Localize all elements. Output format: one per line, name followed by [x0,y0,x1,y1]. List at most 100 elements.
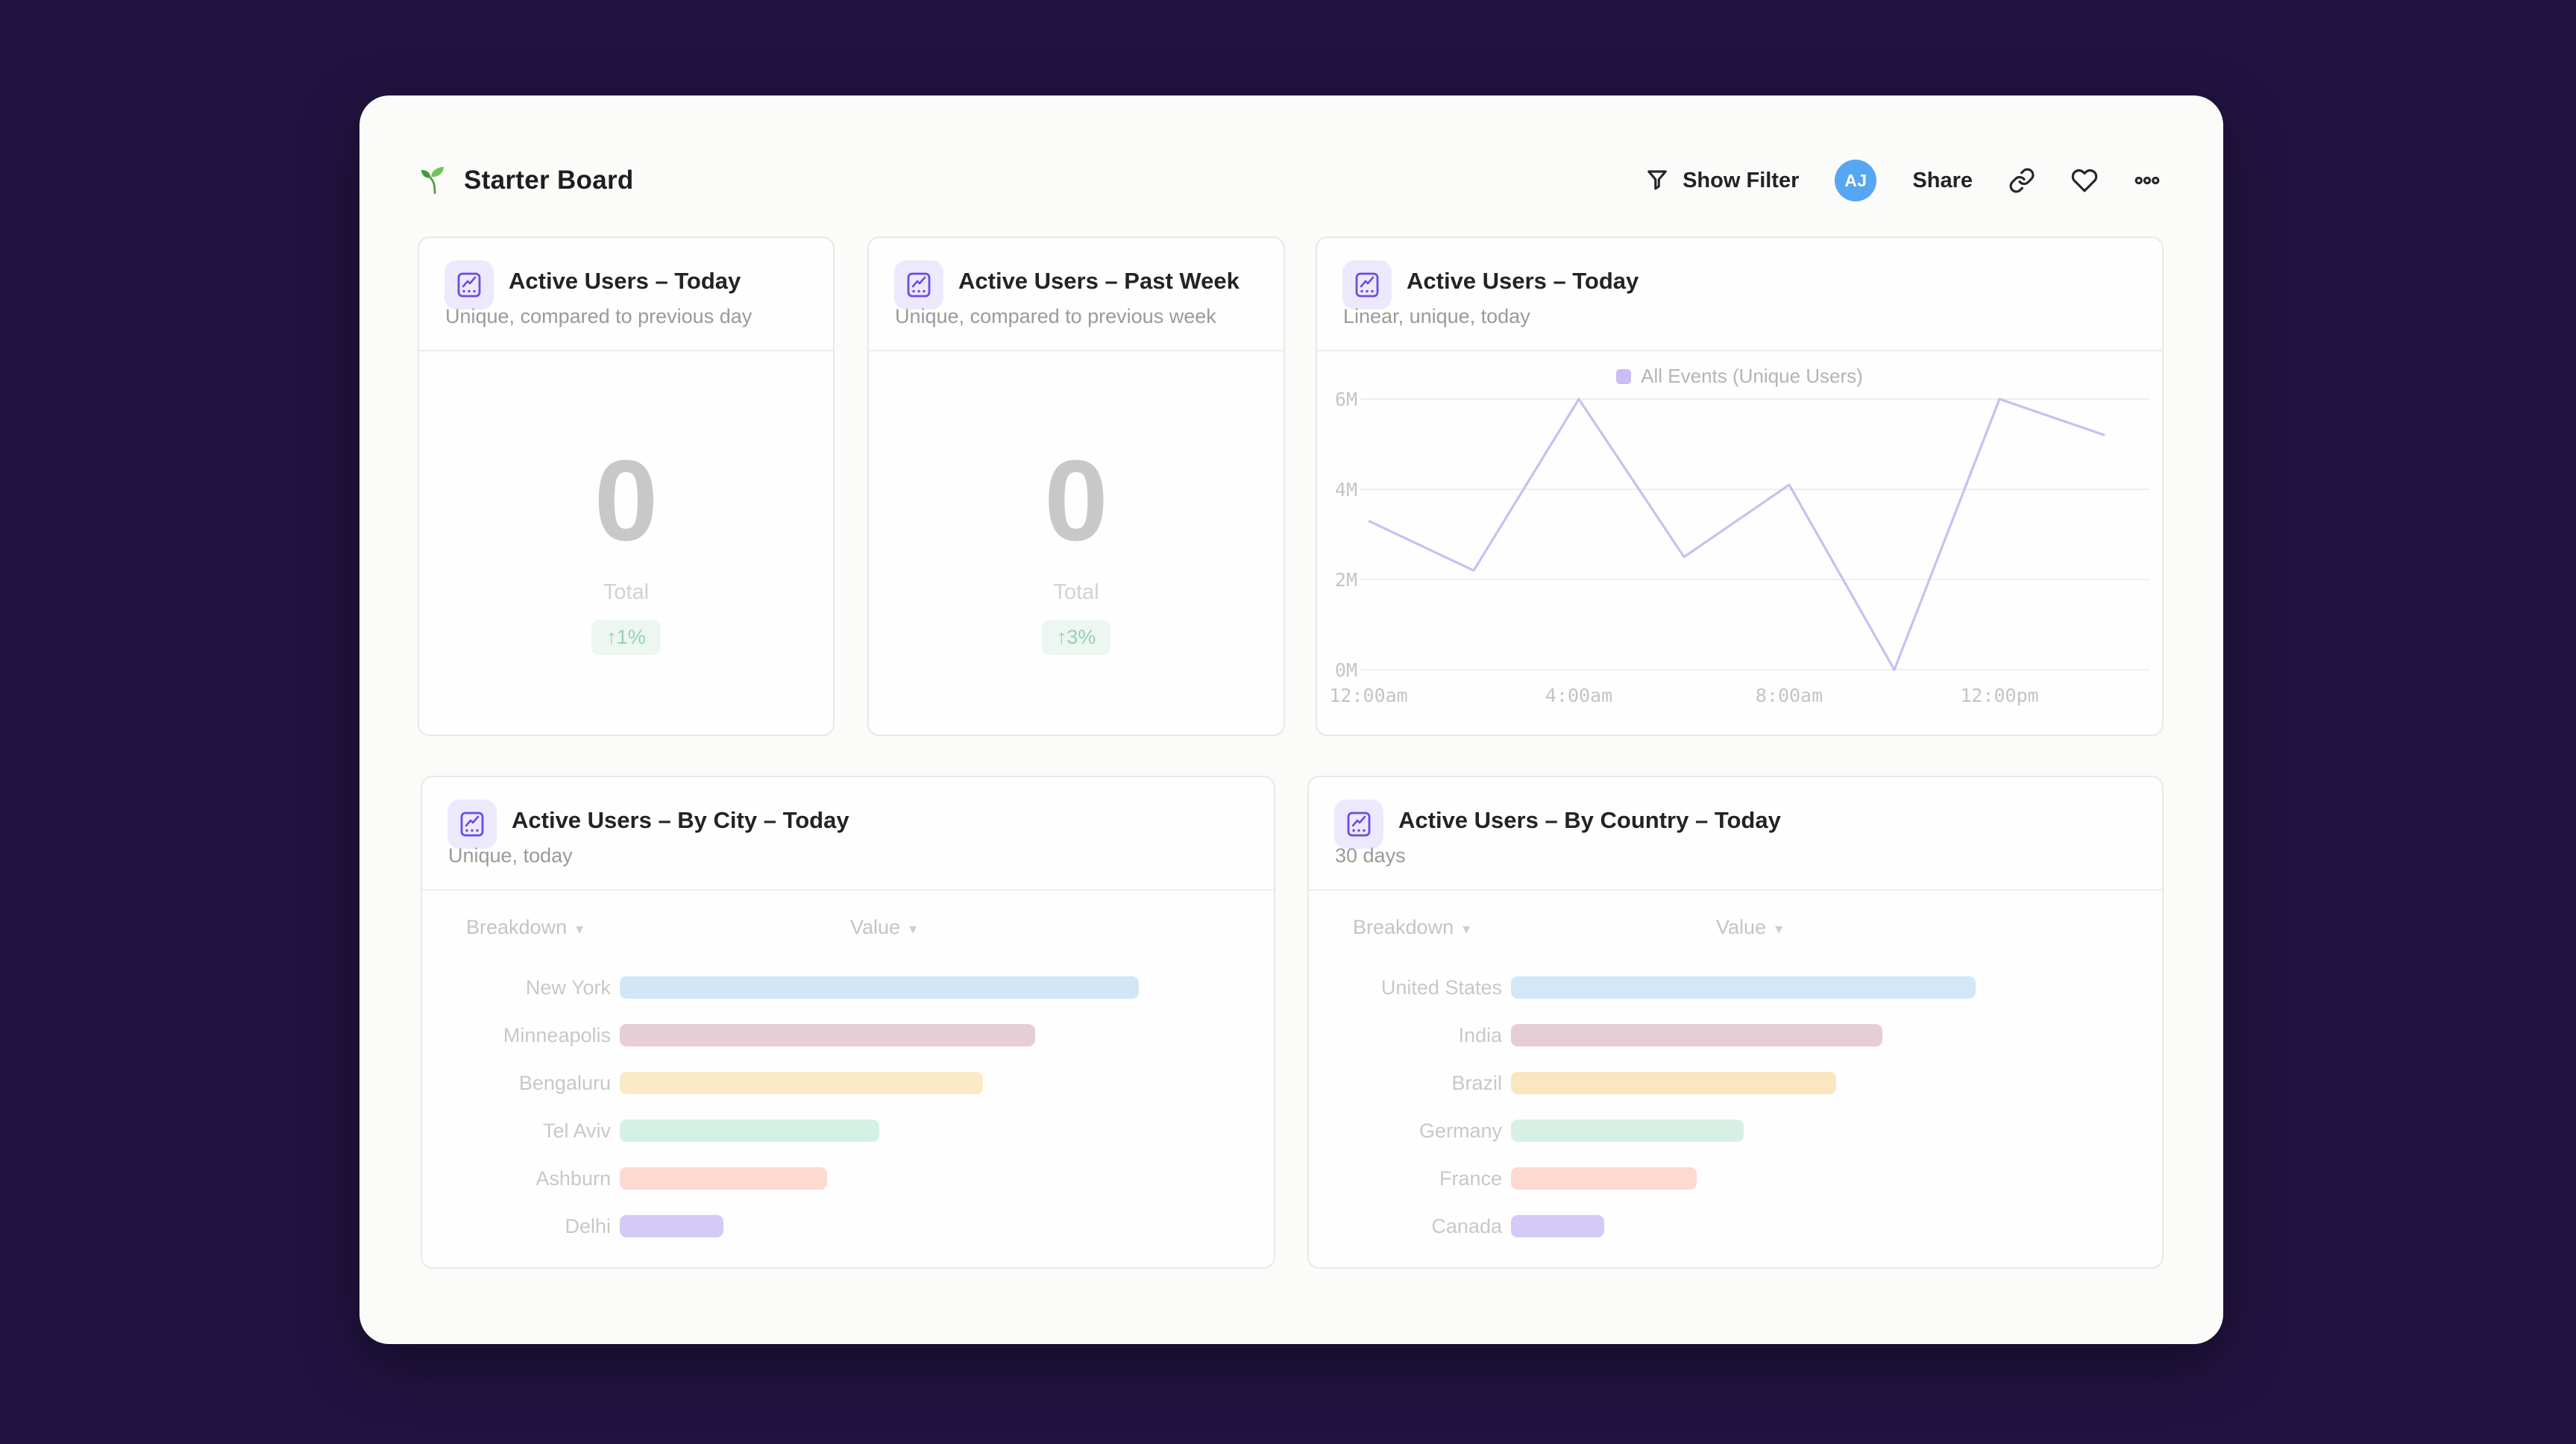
card-header: Active Users – Today Linear, unique, tod… [1317,238,2162,351]
breakdown-row[interactable]: United States [1336,964,2135,1011]
chart-card-icon [1334,800,1383,849]
card-header: Active Users – Past Week Unique, compare… [869,238,1284,351]
toolbar: Show Filter AJ Share [1644,160,2161,201]
breakdown-row[interactable]: Delhi [449,1202,1247,1250]
x-axis-tick: 4:00am [1545,685,1612,706]
line-chart-area: All Events (Unique Users) 0M 2M 4M 6M 12:00a… [1317,350,2162,735]
breakdown-bar[interactable] [620,976,1139,999]
breakdown-label: Minneapolis [503,1023,611,1046]
card-subtitle: Linear, unique, today [1343,305,1530,327]
card-active-users-line[interactable]: Active Users – Today Linear, unique, tod… [1316,236,2164,736]
card-title: Active Users – Today [1407,268,1639,294]
legend-swatch [1616,368,1632,384]
breakdown-bar[interactable] [620,1024,1035,1046]
card-subtitle: Unique, today [448,844,573,867]
breakdown-row[interactable]: France [1336,1155,2135,1202]
page-title: Starter Board [464,166,634,195]
legend-label: All Events (Unique Users) [1641,365,1863,387]
breakdown-row[interactable]: Minneapolis [449,1011,1247,1059]
show-filter-label: Show Filter [1683,168,1800,192]
link-icon [2009,168,2035,193]
share-label: Share [1912,168,1973,192]
breakdown-bar[interactable] [1511,1167,1697,1190]
breakdown-bar[interactable] [1511,1215,1604,1237]
x-axis-tick: 8:00am [1756,685,1823,706]
stat-value: 0 [594,436,659,565]
line-chart-svg: 0M 2M 4M 6M 12:00am 4:00am 8:00am 12:00pm [1329,389,2149,706]
breakdown-column-sort[interactable]: Breakdown [466,916,583,939]
chart-legend[interactable]: All Events (Unique Users) [1317,365,2162,388]
dashboard-board: Starter Board Show Filter AJ Share [359,95,2223,1344]
show-filter-button[interactable]: Show Filter [1644,167,1799,194]
breakdown-label: Brazil [1451,1071,1502,1094]
breakdown-row[interactable]: Germany [1336,1107,2135,1155]
breakdown-rows: New York Minneapolis Bengaluru Tel Aviv Ashb… [449,964,1247,1250]
breakdown-row[interactable]: Tel Aviv [449,1107,1247,1155]
breakdown-label: Ashburn [535,1167,611,1190]
chart-card-icon [447,800,497,849]
breakdown-label: Delhi [565,1214,611,1237]
breakdown-label: Tel Aviv [542,1119,611,1142]
breakdown-label: India [1458,1023,1502,1046]
stat-label: Total [603,580,650,604]
breakdown-bar[interactable] [1511,1024,1883,1046]
card-title: Active Users – By Country – Today [1398,807,1781,833]
avatar[interactable]: AJ [1835,160,1877,201]
card-header: Active Users – Today Unique, compared to… [419,238,833,351]
card-title: Active Users – By City – Today [512,807,849,833]
breakdown-table: Breakdown Value New York Minneapolis Benga… [449,889,1247,1267]
heart-icon [2071,169,2098,192]
breakdown-bar[interactable] [620,1215,724,1237]
line-series [1368,398,2105,671]
breakdown-table: Breakdown Value United States India Brazil… [1336,889,2135,1267]
breakdown-label: United States [1380,976,1502,999]
card-subtitle: 30 days [1335,844,1406,867]
more-options-button[interactable] [2134,167,2161,194]
breakdown-bar[interactable] [1511,1120,1744,1142]
stat-value: 0 [1044,436,1108,565]
filter-icon [1647,170,1667,190]
value-column-sort[interactable]: Value [850,916,917,939]
card-active-users-by-country[interactable]: Active Users – By Country – Today 30 day… [1307,776,2164,1269]
breakdown-row[interactable]: Brazil [1336,1059,2135,1107]
chart-card-icon [444,260,494,310]
ellipsis-icon [2134,176,2160,185]
y-axis-tick: 4M [1335,479,1357,500]
breakdown-label: Bengaluru [518,1071,611,1094]
card-active-users-today[interactable]: Active Users – Today Unique, compared to… [418,236,835,736]
card-active-users-past-week[interactable]: Active Users – Past Week Unique, compare… [867,236,1285,736]
breakdown-bar[interactable] [620,1072,984,1094]
breakdown-column-sort[interactable]: Breakdown [1353,916,1470,939]
y-axis-tick: 0M [1335,659,1357,681]
favorite-button[interactable] [2071,167,2098,194]
breakdown-bar[interactable] [620,1167,828,1190]
board-title-group: Starter Board [419,165,634,196]
breakdown-row[interactable]: New York [449,964,1247,1011]
stat-body: 0 Total ↑1% [419,350,833,735]
breakdown-label: New York [525,976,611,999]
x-axis-tick: 12:00pm [1960,685,2038,706]
card-active-users-by-city[interactable]: Active Users – By City – Today Unique, t… [421,776,1275,1269]
card-title: Active Users – Past Week [958,268,1240,294]
stat-label: Total [1053,580,1099,604]
copy-link-button[interactable] [2008,167,2035,194]
breakdown-row[interactable]: India [1336,1011,2135,1059]
breakdown-bar[interactable] [1511,1072,1837,1094]
breakdown-rows: United States India Brazil Germany France Can… [1336,964,2135,1250]
x-axis-tick: 12:00am [1329,685,1407,706]
breakdown-row[interactable]: Ashburn [449,1155,1247,1202]
chart-card-icon [894,260,943,310]
value-column-sort[interactable]: Value [1716,916,1782,939]
share-button[interactable]: Share [1912,169,1973,193]
card-subtitle: Unique, compared to previous week [895,305,1216,327]
board-header: Starter Board Show Filter AJ Share [419,95,2161,266]
breakdown-row[interactable]: Canada [1336,1202,2135,1250]
breakdown-bar[interactable] [620,1120,879,1142]
breakdown-row[interactable]: Bengaluru [449,1059,1247,1107]
breakdown-columns: Breakdown Value [449,916,1247,943]
chart-card-icon [1342,260,1392,310]
delta-badge: ↑1% [591,620,661,655]
breakdown-label: Canada [1431,1214,1502,1237]
delta-badge: ↑3% [1041,620,1111,655]
breakdown-bar[interactable] [1511,976,1976,999]
